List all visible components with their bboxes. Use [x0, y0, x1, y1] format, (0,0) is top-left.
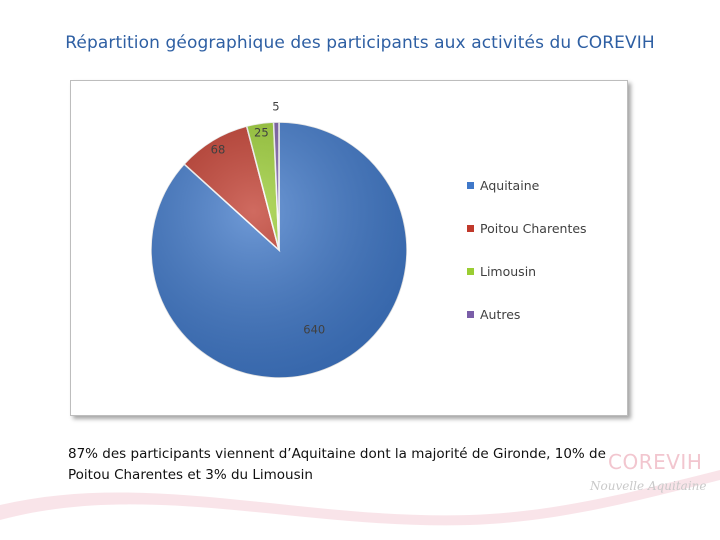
- corevih-logo: COREVIH Nouvelle Aquitaine: [590, 450, 710, 510]
- pie-slices: [150, 121, 408, 379]
- legend-label-limousin: Limousin: [480, 263, 537, 279]
- legend-label-autres: Autres: [480, 306, 521, 322]
- data-label-aquitaine: 640: [303, 323, 325, 337]
- legend-label-poitou-charentes: Poitou Charentes: [480, 220, 587, 236]
- caption-line-2: Poitou Charentes et 3% du Limousin: [68, 467, 313, 483]
- legend-swatch-poitou-charentes: [467, 224, 474, 232]
- logo-wordmark: COREVIH: [608, 450, 703, 474]
- logo-subtitle: Nouvelle Aquitaine: [590, 479, 707, 493]
- pie-data-labels: 640 68 255: [211, 100, 326, 337]
- legend-swatch-autres: [467, 310, 474, 318]
- legend-label-aquitaine: Aquitaine: [480, 177, 540, 193]
- legend-swatch-limousin: [467, 267, 474, 275]
- page-title: Répartition géographique des participant…: [65, 33, 655, 53]
- data-label-poitou-charentes: 68: [211, 142, 226, 156]
- legend-item-poitou-charentes: Poitou Charentes: [467, 220, 587, 236]
- pie-chart: 640 68 25 5 Aquitaine Poitou Charentes Limo…: [70, 80, 628, 416]
- legend-item-aquitaine: Aquitaine: [467, 177, 539, 193]
- caption-line-1: 87% des participants viennent d’Aquitain…: [68, 446, 606, 462]
- caption-text: 87% des participants viennent d’Aquitain…: [68, 444, 668, 486]
- legend-item-autres: Autres: [467, 306, 520, 322]
- pie-chart-svg: 640 68 255: [150, 100, 408, 379]
- legend-swatch-aquitaine: [467, 181, 474, 189]
- data-label-limousin: 25: [254, 125, 269, 139]
- data-label-autres: 5: [272, 100, 279, 114]
- legend-item-limousin: Limousin: [467, 263, 536, 279]
